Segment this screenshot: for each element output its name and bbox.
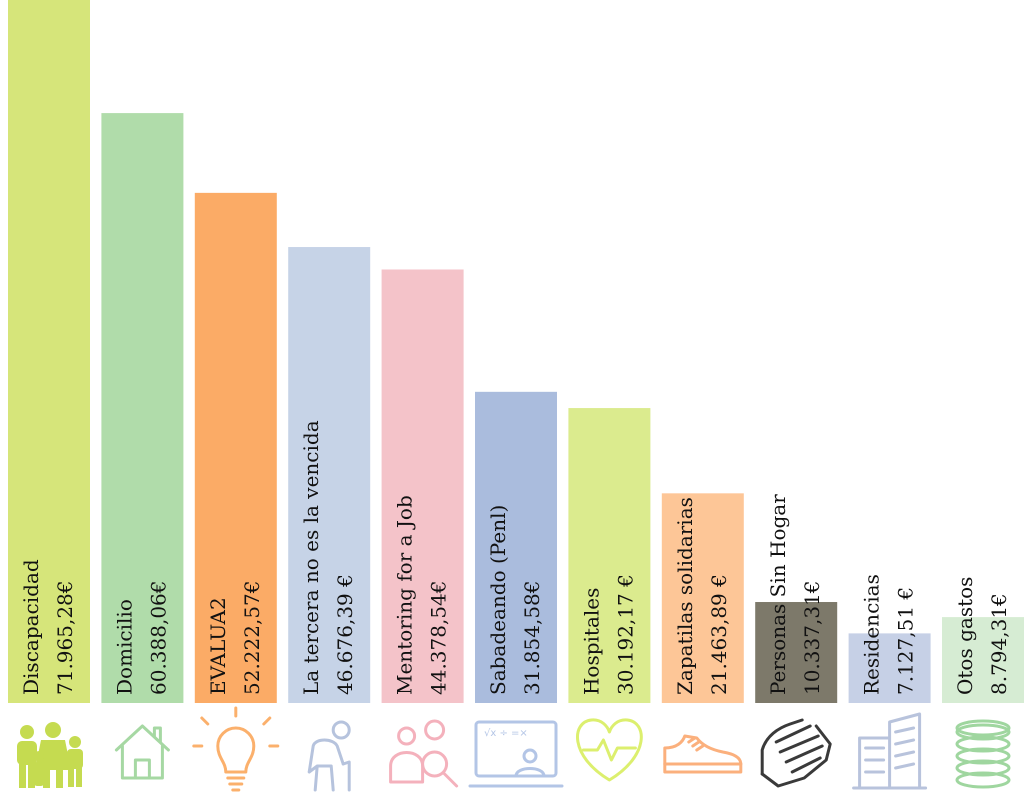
bar-discapacidad xyxy=(8,0,90,703)
bar-hospitales xyxy=(568,408,651,703)
bar-sabadeando xyxy=(475,391,557,703)
bar-evalua2 xyxy=(194,192,277,703)
bar-value-label-personas-sin-hogar: 10.337,31€ xyxy=(800,580,824,695)
bar-residencias xyxy=(848,633,931,703)
family-icon xyxy=(17,722,83,788)
bar-category-label-mentoring: Mentoring for a Job xyxy=(393,495,417,695)
bar-mentoring xyxy=(381,269,464,703)
bar-otros-gastos xyxy=(942,617,1024,703)
bar-value-label-zapatillas: 21.463,89 € xyxy=(707,574,731,695)
bar-category-label-personas-sin-hogar: Personas Sin Hogar xyxy=(766,494,790,695)
bar-category-label-sabadeando: Sabadeando (Penl) xyxy=(486,505,510,695)
bar-value-label-tercera: 46.676,39 € xyxy=(333,574,357,695)
elderly-person-icon xyxy=(307,720,351,792)
bar-value-label-mentoring: 44.378,54€ xyxy=(427,580,451,695)
lightbulb-icon xyxy=(192,706,280,792)
bar-value-label-domicilio: 60.388,06€ xyxy=(146,580,170,695)
bar-category-label-tercera: La tercera no es la vencida xyxy=(299,420,323,695)
bar-category-label-discapacidad: Discapacidad xyxy=(19,559,43,695)
mentoring-people-icon xyxy=(389,719,459,788)
bar-value-label-sabadeando: 31.854,58€ xyxy=(520,580,544,695)
bar-value-label-residencias: 7.127,51 € xyxy=(894,587,918,695)
sneaker-icon xyxy=(663,734,743,774)
bar-category-label-otros-gastos: Otos gastos xyxy=(953,577,977,695)
category-icons-group: √x ÷ =× xyxy=(17,706,1011,792)
bar-category-label-residencias: Residencias xyxy=(860,574,884,695)
bar-tercera xyxy=(288,247,371,703)
bar-zapatillas xyxy=(661,493,744,703)
math-teacher-board-icon: √x ÷ =× xyxy=(468,720,564,788)
bar-value-label-evalua2: 52.222,57€ xyxy=(240,580,264,695)
house-icon xyxy=(114,724,170,780)
bar-domicilio xyxy=(101,113,184,704)
bar-personas-sin-hogar xyxy=(755,602,838,703)
bar-category-label-hospitales: Hospitales xyxy=(579,588,603,695)
bar-value-label-hospitales: 30.192,17 € xyxy=(613,574,637,695)
bar-category-label-domicilio: Domicilio xyxy=(112,599,136,695)
bar-category-label-zapatillas: Zapatilas solidarias xyxy=(673,497,697,695)
heart-pulse-icon xyxy=(576,718,643,782)
bar-labels-group: Discapacidad 71.965,28€ Domicilio 60.388,06… xyxy=(19,420,1011,695)
building-icon xyxy=(852,712,928,790)
helping-hands-icon xyxy=(760,718,832,788)
bar-category-label-evalua2: EVALUA2 xyxy=(206,597,230,695)
bar-value-label-discapacidad: 71.965,28€ xyxy=(53,580,77,695)
coins-icon xyxy=(955,719,1011,789)
bars-group xyxy=(8,0,1024,704)
board-formula-glyph: √x ÷ =× xyxy=(484,728,528,739)
bar-value-label-otros-gastos: 8.794,31€ xyxy=(987,593,1011,695)
